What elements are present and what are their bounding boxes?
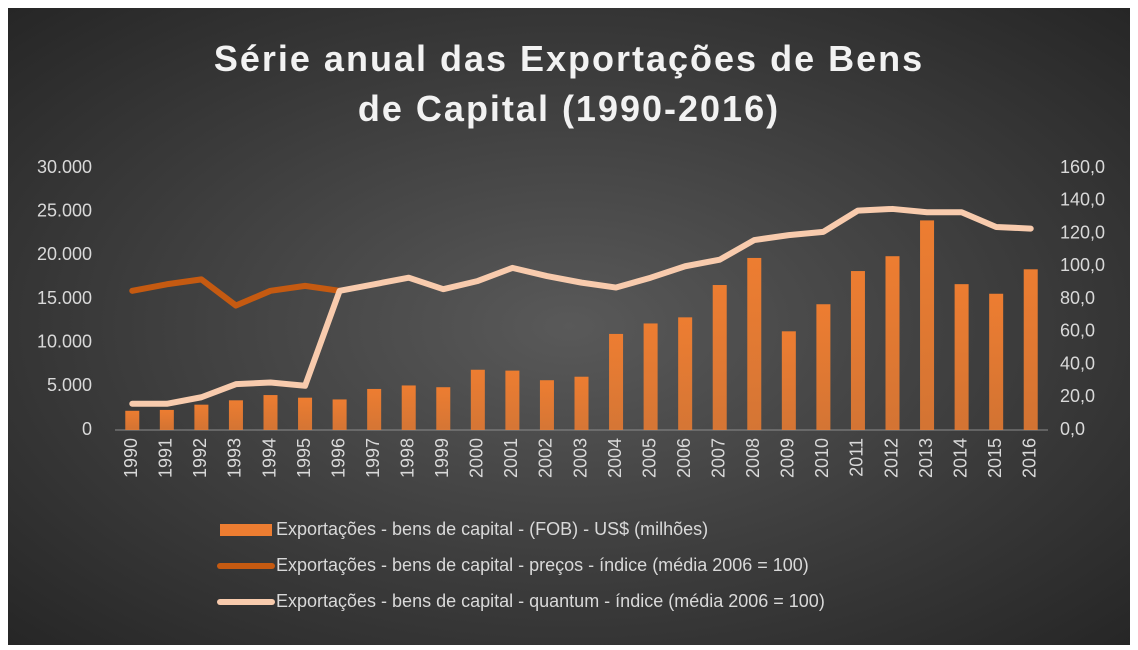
- x-tick-label: 2010: [812, 438, 832, 478]
- chart-background: [8, 8, 1130, 645]
- y-tick-label: 10.000: [37, 331, 92, 351]
- bar: [989, 293, 1004, 430]
- x-tick-label: 2004: [605, 438, 625, 478]
- y-tick-label: 20.000: [37, 244, 92, 264]
- x-tick-label: 2006: [674, 438, 694, 478]
- bar: [298, 397, 313, 430]
- bar: [125, 410, 140, 430]
- x-tick-label: 2003: [570, 438, 590, 478]
- bar: [678, 317, 693, 430]
- y2-tick-label: 60,0: [1060, 321, 1095, 341]
- bar: [263, 395, 278, 430]
- x-tick-label: 2016: [1019, 438, 1039, 478]
- bar: [539, 380, 554, 430]
- legend-label: Exportações - bens de capital - quantum …: [276, 591, 825, 611]
- bar: [194, 404, 209, 430]
- x-tick-label: 2014: [950, 438, 970, 478]
- x-tick-label: 2009: [778, 438, 798, 478]
- chart-title: Série anual das Exportações de Bens de C…: [213, 38, 925, 129]
- y-tick-label: 0: [82, 419, 92, 439]
- x-tick-label: 1992: [190, 438, 210, 478]
- x-tick-label: 1991: [156, 438, 176, 478]
- bar: [436, 387, 451, 430]
- bar: [332, 399, 347, 430]
- x-tick-label: 1995: [294, 438, 314, 478]
- bar: [470, 369, 485, 430]
- x-tick-label: 2007: [708, 438, 728, 478]
- bar: [712, 285, 727, 430]
- x-tick-label: 1990: [121, 438, 141, 478]
- bar: [1023, 269, 1038, 430]
- bar: [885, 256, 900, 430]
- y-tick-label: 5.000: [47, 375, 92, 395]
- x-tick-label: 1997: [363, 438, 383, 478]
- line: [129, 276, 343, 309]
- x-tick-label: 1993: [225, 438, 245, 478]
- legend-label: Exportações - bens de capital - preços -…: [276, 555, 809, 575]
- bar: [816, 304, 831, 430]
- bar: [228, 400, 243, 430]
- x-tick-label: 2011: [847, 438, 867, 477]
- bar: [850, 271, 865, 430]
- y2-tick-label: 120,0: [1060, 222, 1105, 242]
- y2-tick-label: 140,0: [1060, 190, 1105, 210]
- bar: [505, 370, 520, 430]
- y-tick-label: 25.000: [37, 200, 92, 220]
- bar: [401, 385, 416, 430]
- y-tick-label: 15.000: [37, 288, 92, 308]
- x-tick-label: 2012: [881, 438, 901, 478]
- bar: [954, 284, 969, 430]
- legend-swatch: [220, 524, 272, 536]
- bar: [920, 220, 935, 430]
- x-tick-label: 1996: [328, 438, 348, 478]
- x-tick-label: 2001: [501, 438, 521, 478]
- x-tick-label: 2008: [743, 438, 763, 478]
- bar: [747, 257, 762, 430]
- x-tick-label: 2002: [536, 438, 556, 478]
- x-tick-label: 2005: [639, 438, 659, 478]
- x-tick-label: 1994: [259, 438, 279, 478]
- line: [129, 205, 1034, 407]
- x-tick-label: 2015: [985, 438, 1005, 478]
- y-tick-label: 30.000: [37, 157, 92, 177]
- y2-tick-label: 80,0: [1060, 288, 1095, 308]
- bar: [574, 376, 589, 430]
- bar: [643, 323, 658, 430]
- bar: [609, 333, 624, 430]
- bar: [367, 388, 382, 430]
- x-tick-label: 2013: [916, 438, 936, 478]
- x-tick-label: 1998: [397, 438, 417, 478]
- x-tick-label: 1999: [432, 438, 452, 478]
- y2-tick-label: 40,0: [1060, 353, 1095, 373]
- y2-tick-label: 20,0: [1060, 386, 1095, 406]
- y2-tick-label: 0,0: [1060, 419, 1085, 439]
- legend-label: Exportações - bens de capital - (FOB) - …: [276, 519, 708, 539]
- y2-tick-label: 160,0: [1060, 157, 1105, 177]
- bar: [159, 409, 174, 430]
- bar: [781, 331, 796, 430]
- y2-tick-label: 100,0: [1060, 255, 1105, 275]
- x-tick-label: 2000: [467, 438, 487, 478]
